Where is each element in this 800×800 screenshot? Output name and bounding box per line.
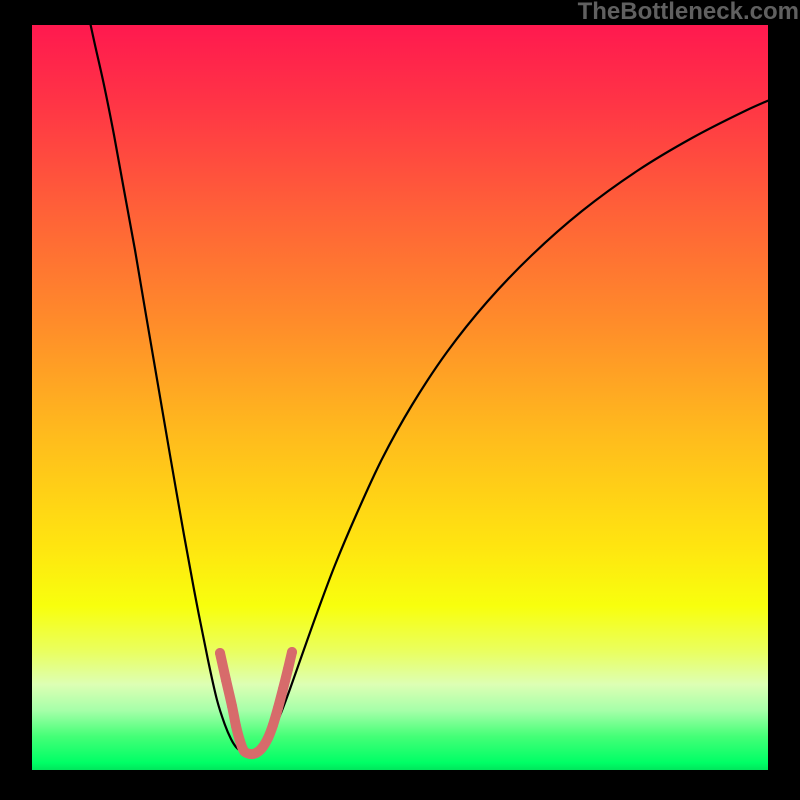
marker-bead <box>221 675 231 685</box>
marker-bead <box>231 721 241 731</box>
watermark-text: TheBottleneck.com <box>578 0 799 26</box>
plot-gradient <box>32 25 768 770</box>
marker-bead <box>257 743 267 753</box>
marker-bead <box>227 701 237 711</box>
marker-bead <box>283 664 293 674</box>
marker-bead <box>235 736 245 746</box>
marker-bead <box>287 647 297 657</box>
marker-bead <box>215 648 225 658</box>
chart-svg <box>0 0 800 800</box>
chart-container: TheBottleneck.com <box>0 0 800 800</box>
marker-bead <box>278 684 288 694</box>
marker-bead <box>268 720 278 730</box>
marker-bead <box>273 703 283 713</box>
marker-bead <box>263 733 273 743</box>
